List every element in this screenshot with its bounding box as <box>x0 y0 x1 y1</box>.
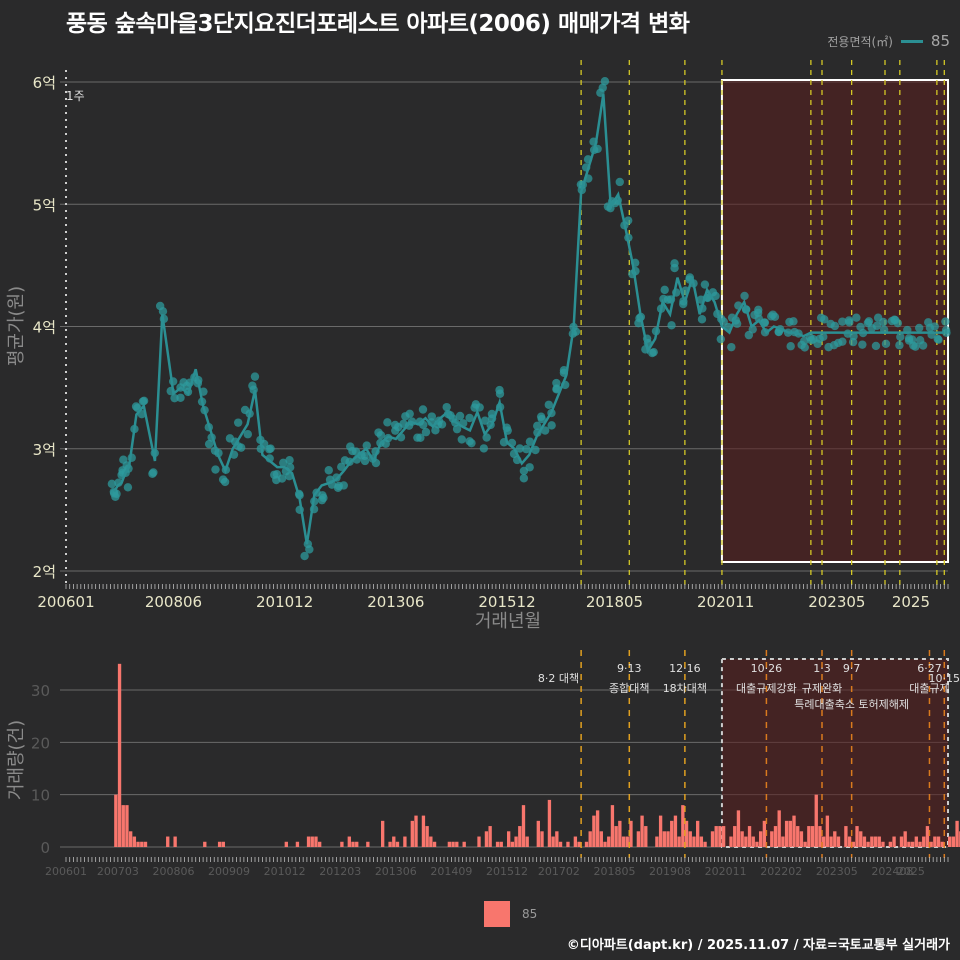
x-tick-label: 201512 <box>478 593 535 611</box>
x-tick-label: 200806 <box>152 865 194 878</box>
y-tick-label: 4억 <box>33 319 56 337</box>
x-tick-label: 2025 <box>892 593 930 611</box>
policy-date-label: 9·13 <box>617 662 642 675</box>
policy-name-label: 특례대출축소 토허제해제 <box>794 697 909 711</box>
y-tick-label: 3억 <box>33 441 56 459</box>
x-tick-label: 2025 <box>897 865 925 878</box>
scatter-points <box>107 77 951 561</box>
policy-date-label: 8·2 대책 <box>538 672 579 685</box>
credit-text: ©디아파트(dapt.kr) / 2025.11.07 / 자료=국토교통부 실… <box>566 938 950 953</box>
volume-bars <box>114 663 960 847</box>
policy-name-label: 종합대책 <box>609 682 649 695</box>
policy-name-label: 대출규제 <box>909 682 949 695</box>
volume-legend: 85 <box>484 901 537 927</box>
y-tick-label: 10 <box>31 787 50 805</box>
x-tick-label: 200601 <box>45 865 87 878</box>
legend-bar-swatch <box>484 901 510 927</box>
x-minor-ticks <box>65 584 949 589</box>
policy-date-label: 12·16 <box>669 662 701 675</box>
y-axis-title: 평균가(원) <box>6 286 27 366</box>
x-minor-ticks <box>65 857 949 862</box>
highlight-region <box>720 658 949 848</box>
x-tick-label: 201702 <box>538 865 580 878</box>
x-tick-label: 202305 <box>816 865 858 878</box>
price-chart: 2억 3억 4억 5억 6억 1주 200601 200806 201012 201306 2015… <box>6 60 951 632</box>
legend-bar-value: 85 <box>522 907 538 921</box>
y-axis-title: 거래량(건) <box>6 720 27 800</box>
x-tick-label: 200806 <box>145 593 202 611</box>
legend-line-swatch <box>900 39 923 43</box>
y-tick-label: 6억 <box>33 74 56 92</box>
policy-date-label: 6·27 <box>917 662 942 675</box>
legend-value: 85 <box>930 32 950 50</box>
x-tick-label: 201203 <box>319 865 361 878</box>
policy-date-label: 10·26 <box>751 662 783 675</box>
price-line <box>113 94 945 545</box>
policy-date-label: 9·7 <box>843 662 861 675</box>
policy-date-label: 10·15 <box>929 672 960 685</box>
x-tick-label: 200909 <box>208 865 250 878</box>
legend-area: 전용면적(㎡) 85 <box>827 32 950 50</box>
x-tick-label: 201805 <box>586 593 643 611</box>
x-tick-label: 202011 <box>697 593 754 611</box>
x-tick-label: 201908 <box>649 865 691 878</box>
y-tick-label: 2억 <box>33 563 56 581</box>
x-tick-label: 202408 <box>871 865 913 878</box>
x-tick-label: 201409 <box>430 865 472 878</box>
y-tick-label: 0 <box>40 839 50 857</box>
y-tick-label: 5억 <box>33 196 56 214</box>
x-tick-label: 201306 <box>375 865 417 878</box>
policy-name-label: 규제완화 <box>802 682 842 695</box>
policy-name-label: 18차대책 <box>663 682 707 695</box>
x-tick-label: 202011 <box>705 865 747 878</box>
x-tick-label: 201306 <box>367 593 424 611</box>
x-tick-label: 202202 <box>760 865 802 878</box>
x-tick-label: 201805 <box>593 865 635 878</box>
x-tick-label: 200601 <box>37 593 94 611</box>
x-tick-label: 201012 <box>256 593 313 611</box>
policy-name-label: 대출규제강화 <box>736 682 797 695</box>
x-tick-label: 202305 <box>808 593 865 611</box>
chart-title: 풍동 숲속마을3단지요진더포레스트 아파트(2006) 매매가격 변화 <box>66 11 690 37</box>
x-tick-label: 200703 <box>97 865 139 878</box>
x-tick-label: 201512 <box>486 865 528 878</box>
x-tick-label: 201012 <box>264 865 306 878</box>
legend-title: 전용면적(㎡) <box>827 34 893 49</box>
start-annotation: 1주 <box>66 89 85 103</box>
policy-date-label: 1·3 <box>813 662 831 675</box>
x-axis-title: 거래년월 <box>475 611 541 632</box>
y-tick-label: 20 <box>31 734 50 752</box>
y-tick-label: 30 <box>31 682 50 700</box>
